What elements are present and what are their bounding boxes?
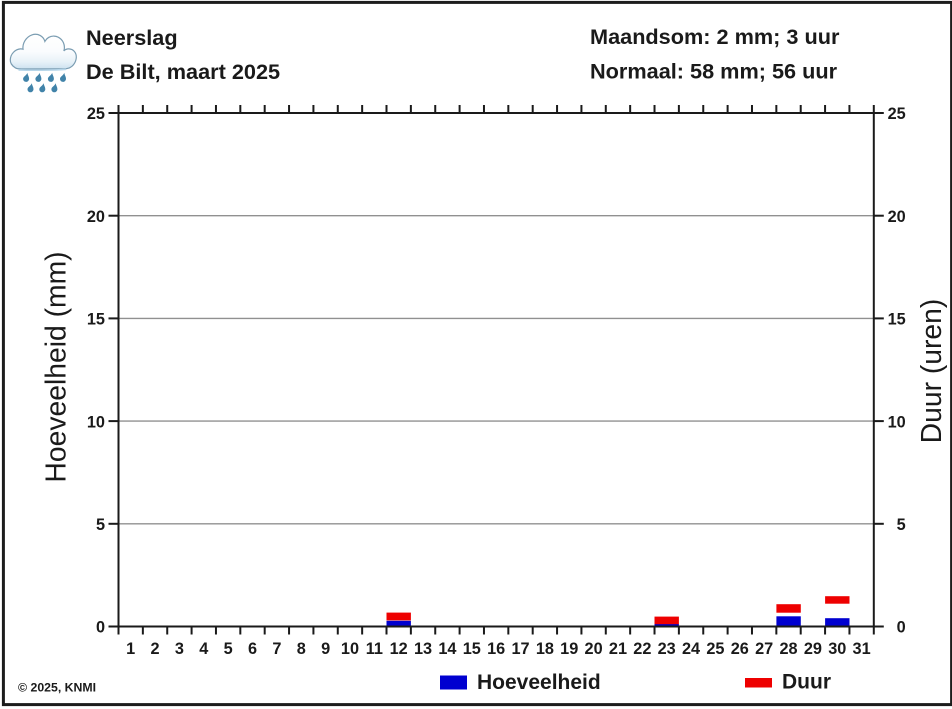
svg-text:7: 7	[272, 640, 281, 658]
svg-text:Duur: Duur	[782, 671, 831, 694]
svg-text:19: 19	[560, 640, 578, 658]
svg-text:21: 21	[609, 640, 627, 658]
svg-text:10: 10	[888, 413, 906, 431]
svg-text:10: 10	[341, 640, 359, 658]
svg-text:Maandsom: 2 mm; 3 uur: Maandsom: 2 mm; 3 uur	[590, 24, 840, 49]
svg-text:Neerslag: Neerslag	[86, 25, 178, 50]
svg-text:© 2025, KNMI: © 2025, KNMI	[18, 681, 96, 695]
svg-text:25: 25	[888, 105, 906, 123]
svg-text:30: 30	[828, 640, 846, 658]
svg-text:5: 5	[224, 640, 233, 658]
svg-text:15: 15	[87, 311, 105, 329]
svg-text:17: 17	[511, 640, 529, 658]
svg-text:13: 13	[414, 640, 432, 658]
svg-text:20: 20	[888, 208, 906, 226]
svg-text:5: 5	[96, 516, 105, 534]
svg-text:5: 5	[897, 516, 906, 534]
svg-text:12: 12	[390, 640, 408, 658]
svg-text:Normaal: 58 mm; 56 uur: Normaal: 58 mm; 56 uur	[590, 59, 838, 84]
svg-text:1: 1	[126, 640, 135, 658]
svg-text:3: 3	[175, 640, 184, 658]
svg-text:23: 23	[658, 640, 676, 658]
svg-text:31: 31	[853, 640, 871, 658]
svg-text:28: 28	[779, 640, 797, 658]
svg-text:9: 9	[321, 640, 330, 658]
svg-text:15: 15	[463, 640, 481, 658]
svg-text:27: 27	[755, 640, 773, 658]
svg-text:29: 29	[804, 640, 822, 658]
svg-text:0: 0	[897, 619, 906, 637]
svg-text:Hoeveelheid: Hoeveelheid	[477, 671, 601, 694]
svg-text:15: 15	[888, 311, 906, 329]
svg-text:26: 26	[731, 640, 749, 658]
svg-text:18: 18	[536, 640, 554, 658]
svg-text:4: 4	[199, 640, 208, 658]
svg-text:22: 22	[633, 640, 651, 658]
svg-text:Hoeveelheid (mm): Hoeveelheid (mm)	[40, 251, 72, 482]
svg-text:20: 20	[87, 208, 105, 226]
svg-text:De Bilt, maart 2025: De Bilt, maart 2025	[86, 59, 280, 84]
svg-text:14: 14	[438, 640, 456, 658]
svg-text:20: 20	[585, 640, 603, 658]
svg-text:24: 24	[682, 640, 700, 658]
svg-text:8: 8	[297, 640, 306, 658]
svg-text:6: 6	[248, 640, 257, 658]
svg-text:25: 25	[706, 640, 724, 658]
svg-text:Duur (uren): Duur (uren)	[915, 299, 947, 444]
svg-text:2: 2	[151, 640, 160, 658]
svg-text:11: 11	[366, 640, 383, 658]
svg-text:25: 25	[87, 105, 105, 123]
svg-text:10: 10	[87, 413, 105, 431]
svg-text:0: 0	[96, 619, 105, 637]
svg-text:16: 16	[487, 640, 505, 658]
